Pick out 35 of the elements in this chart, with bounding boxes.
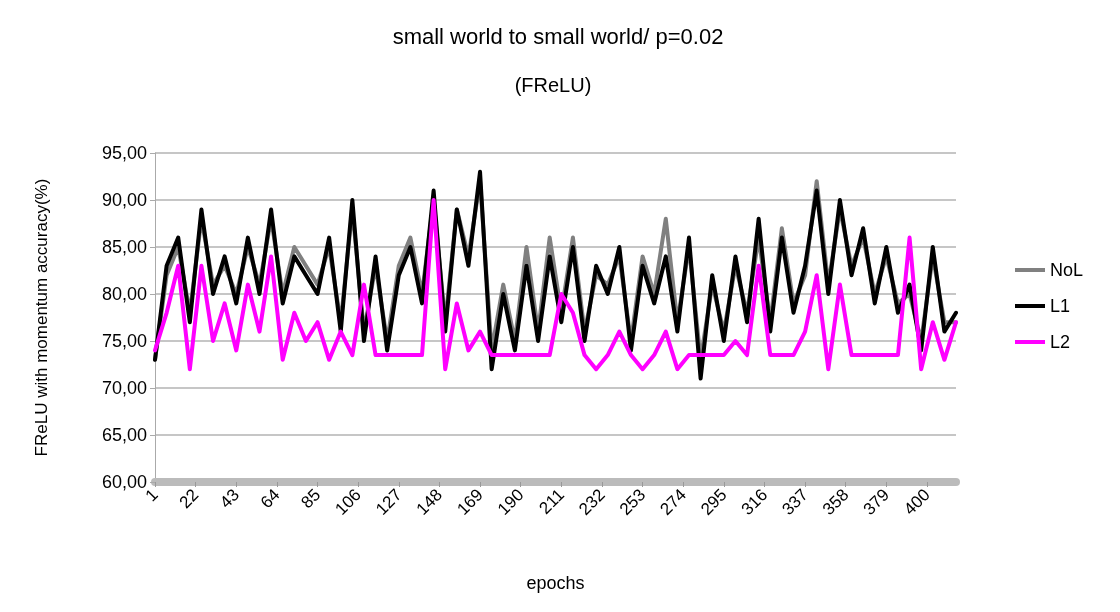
x-tick-label: 169 — [453, 485, 487, 519]
y-tick-label: 65,00 — [101, 425, 147, 445]
x-tick-label: 64 — [256, 485, 284, 513]
y-axis-title: FReLU with momentum accuracy(%) — [32, 178, 51, 457]
chart-subtitle: (FReLU) — [514, 74, 592, 96]
x-tick-label: 148 — [412, 485, 447, 519]
x-tick-label: 316 — [737, 485, 772, 519]
x-axis-title: epochs — [526, 573, 585, 593]
legend-label: L2 — [1049, 332, 1071, 352]
x-tick-label: 295 — [697, 485, 731, 519]
x-tick-label: 400 — [900, 485, 934, 519]
x-tick-label: 22 — [175, 485, 203, 513]
x-tick-label: 274 — [656, 485, 690, 519]
x-tick-label: 211 — [535, 485, 569, 518]
chart-title: small world to small world/ p=0.02 — [392, 23, 724, 49]
x-tick-label: 190 — [493, 485, 528, 519]
y-tick-label: 80,00 — [101, 284, 147, 304]
y-tick-label: 95,00 — [101, 143, 147, 163]
x-tick-label: 379 — [859, 485, 894, 519]
x-tick-label: 337 — [778, 485, 812, 519]
y-tick-label: 75,00 — [101, 331, 147, 351]
legend-label: NoL — [1049, 260, 1084, 280]
x-tick-label: 232 — [575, 485, 609, 519]
y-tick-label: 60,00 — [101, 472, 147, 492]
y-tick-label: 90,00 — [101, 190, 147, 210]
x-tick-label: 358 — [818, 485, 853, 519]
x-tick-label: 106 — [331, 485, 365, 519]
x-tick-label: 127 — [372, 485, 406, 519]
x-tick-label: 85 — [297, 485, 325, 513]
x-tick-label: 253 — [615, 485, 650, 519]
x-tick-label: 43 — [216, 485, 243, 513]
legend-label: L1 — [1049, 296, 1071, 316]
y-tick-label: 85,00 — [101, 237, 147, 257]
y-tick-label: 70,00 — [101, 378, 147, 398]
line-series — [153, 198, 958, 372]
